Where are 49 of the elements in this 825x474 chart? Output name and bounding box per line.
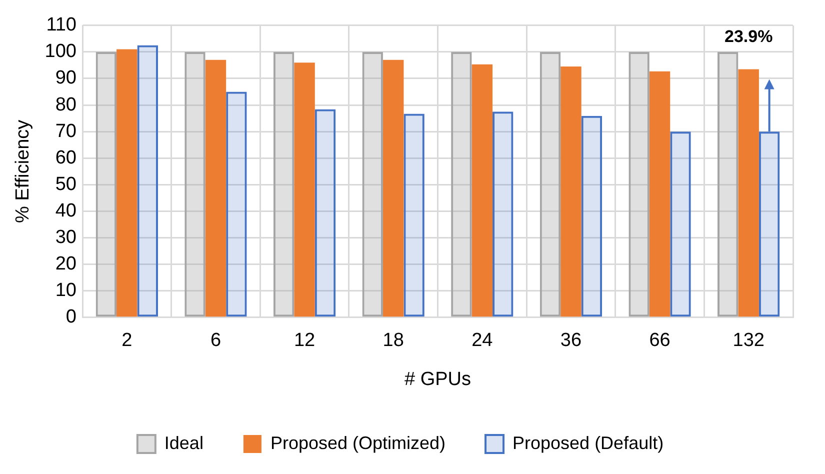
x-tick-label: 2 [122, 330, 132, 352]
y-tick-label: 40 [55, 200, 76, 222]
y-tick-label: 90 [55, 68, 76, 89]
y-axis-title: % Efficiency [12, 119, 34, 223]
bar [184, 52, 206, 317]
bar [273, 52, 294, 317]
y-tick-label: 50 [55, 174, 76, 195]
annotation: 23.9% [724, 27, 773, 46]
y-tick-label: 10 [55, 280, 76, 302]
y-tick-label: 110 [46, 14, 76, 36]
bar [137, 45, 158, 317]
x-tick-label: 12 [294, 330, 316, 352]
bar [451, 52, 472, 317]
bar [404, 114, 424, 317]
legend-label: Proposed (Default) [512, 432, 664, 453]
x-tick-label: 18 [382, 330, 404, 352]
y-tick-label: 80 [55, 94, 76, 116]
bar [670, 132, 691, 317]
bar [560, 66, 582, 317]
legend-label: Ideal [164, 432, 204, 453]
bar [540, 52, 561, 317]
y-tick-label: 20 [55, 254, 76, 275]
bar [362, 52, 383, 317]
x-tick-label: 66 [649, 330, 670, 352]
bar [472, 64, 493, 317]
y-tick-label: 60 [55, 147, 76, 168]
bar [628, 52, 650, 317]
x-tick-label: 36 [560, 330, 582, 352]
bar [314, 109, 336, 317]
bar [738, 69, 759, 317]
x-axis-title: # GPUs [404, 368, 472, 390]
bar [96, 52, 117, 317]
bar [649, 71, 670, 317]
bar [294, 62, 315, 317]
y-tick-label: 70 [55, 120, 76, 142]
y-tick-label: 100 [44, 41, 76, 62]
legend-label: Proposed (Optimized) [270, 432, 446, 453]
bar [718, 52, 738, 317]
x-tick-label: 132 [732, 330, 764, 352]
y-tick-label: 30 [55, 227, 76, 248]
bar [492, 112, 514, 317]
bar [226, 92, 247, 317]
bar [116, 49, 138, 317]
bar [382, 60, 404, 317]
bar [205, 60, 226, 317]
bar [581, 116, 602, 317]
y-tick-label: 0 [66, 306, 76, 328]
x-tick-label: 6 [210, 330, 222, 352]
x-tick-label: 24 [472, 330, 494, 352]
